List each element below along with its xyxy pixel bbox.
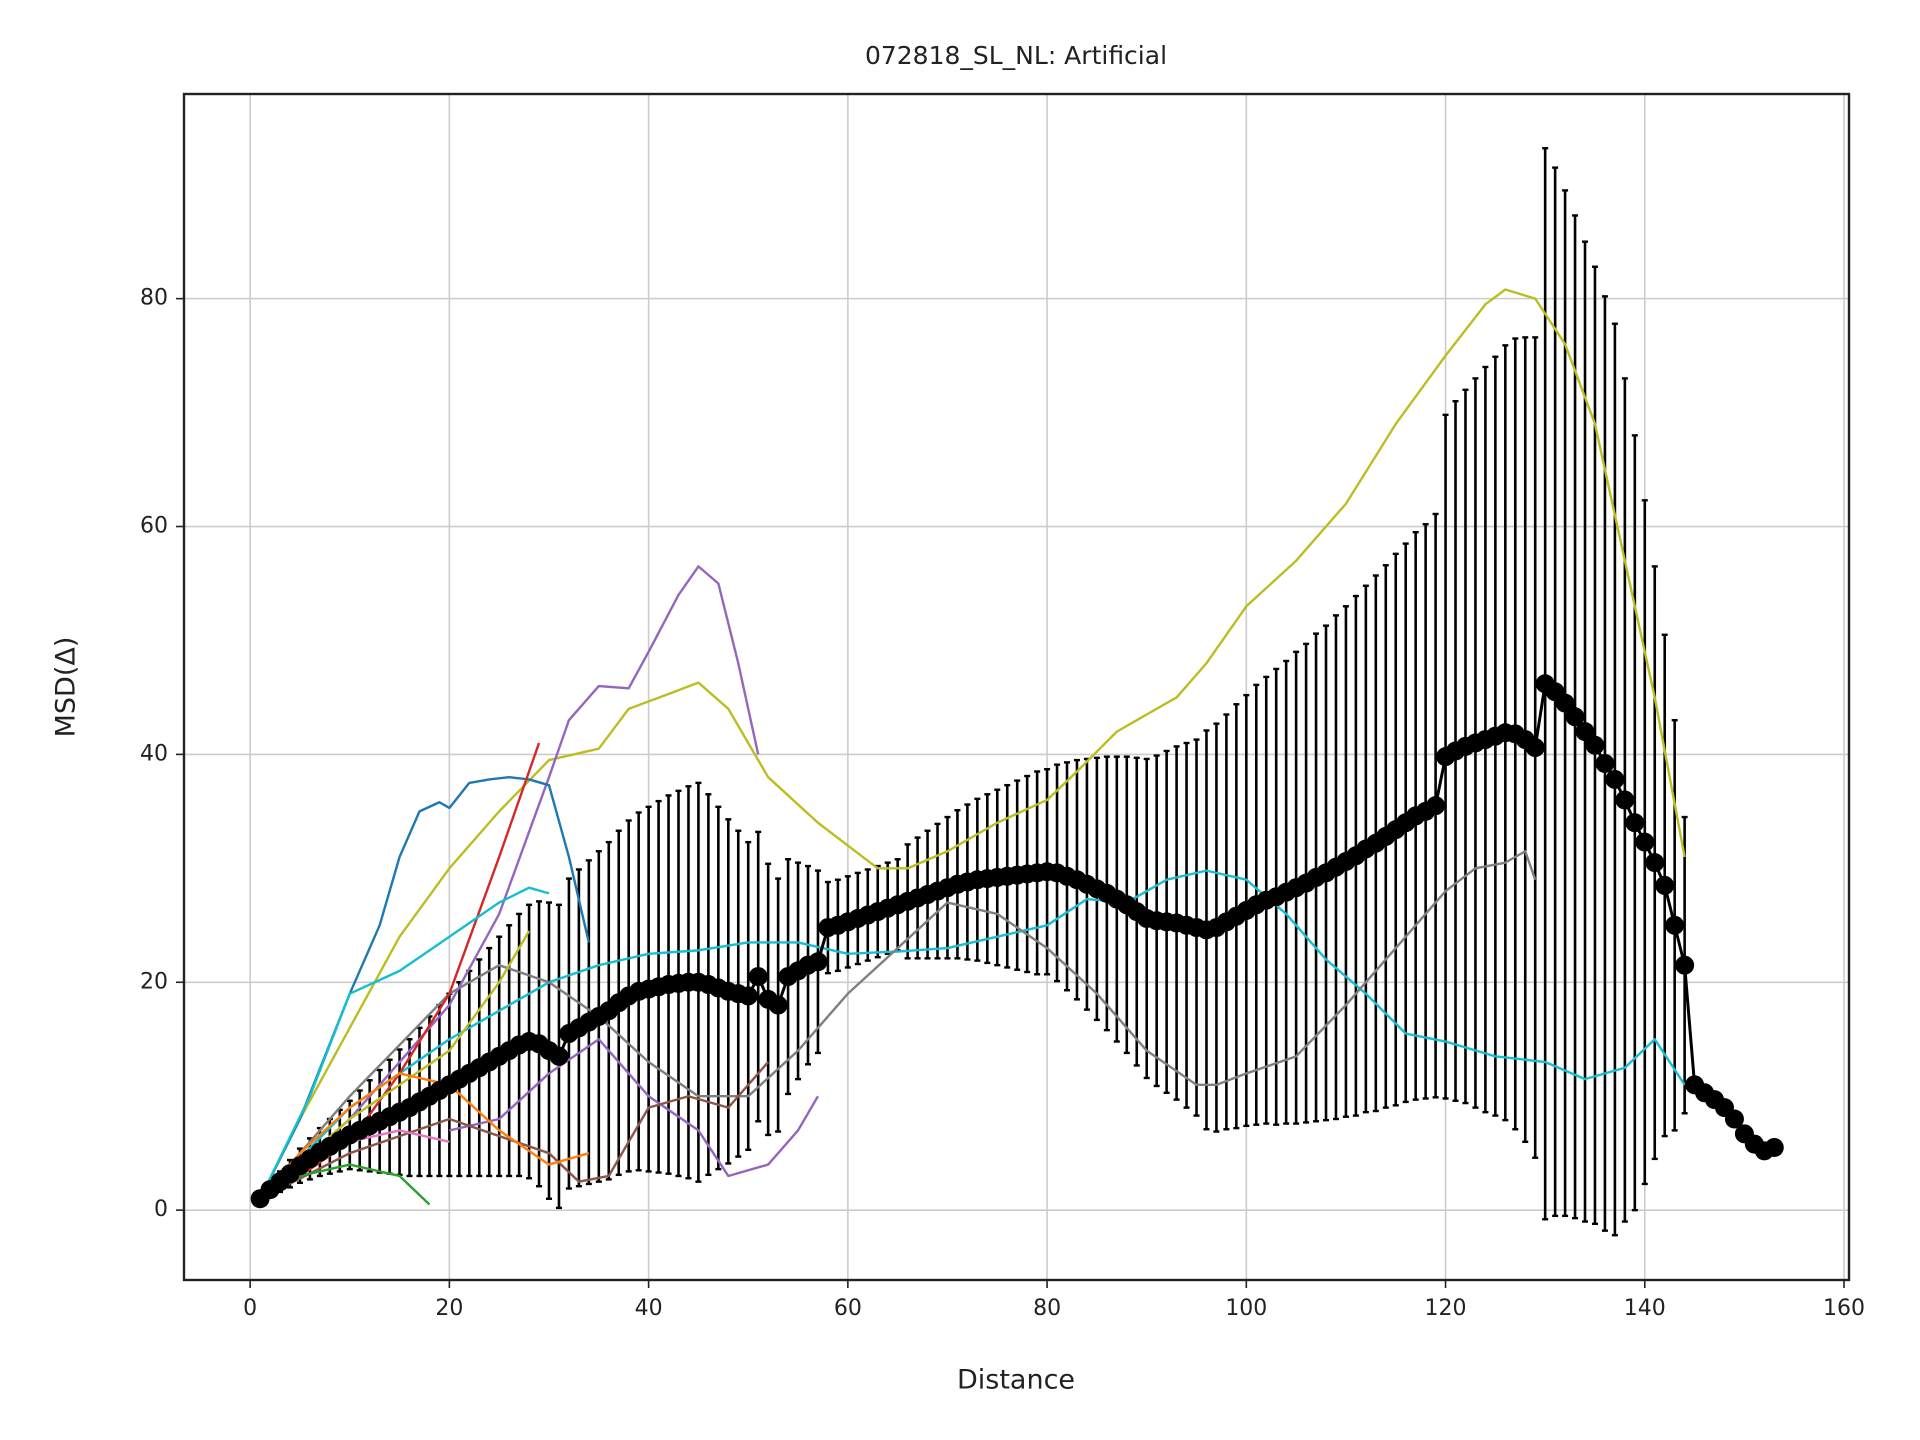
- x-tick-label: 160: [1823, 1296, 1865, 1321]
- y-tick-label: 20: [140, 969, 168, 994]
- mean-marker: [738, 986, 758, 1006]
- trace-line: [259, 288, 1686, 1200]
- mean-marker: [1635, 832, 1655, 852]
- trace-line: [259, 1061, 770, 1200]
- mean-marker: [549, 1046, 569, 1066]
- mean-marker: [1605, 769, 1625, 789]
- mean-marker: [1555, 693, 1575, 713]
- mean-marker: [1595, 754, 1615, 774]
- mean-marker: [1575, 722, 1595, 742]
- mean-marker: [1724, 1109, 1744, 1129]
- mean-marker: [808, 952, 828, 972]
- ticks: 0 20 40 60 80 100 120 140 160 0 20 40 60 80: [140, 286, 1865, 1321]
- y-tick-label: 40: [140, 741, 168, 766]
- y-axis-label: MSD(Δ): [51, 637, 82, 738]
- mean-marker: [1525, 738, 1545, 758]
- x-tick-label: 40: [635, 1296, 663, 1321]
- mean-marker: [1655, 875, 1675, 895]
- trace-line: [259, 1072, 590, 1200]
- plot-area: [250, 147, 1784, 1237]
- mean-marker: [748, 967, 768, 987]
- y-tick-label: 80: [140, 286, 168, 311]
- mean-marker: [1665, 915, 1685, 935]
- y-tick-label: 0: [154, 1197, 168, 1222]
- trace-line: [259, 565, 760, 1200]
- mean-marker: [1675, 955, 1695, 975]
- x-tick-label: 20: [435, 1296, 463, 1321]
- x-tick-label: 140: [1624, 1296, 1666, 1321]
- trace-line: [259, 886, 550, 1200]
- y-tick-label: 60: [140, 514, 168, 539]
- trace-line: [259, 775, 591, 1200]
- mean-marker: [1585, 735, 1605, 755]
- mean-marker: [1426, 796, 1446, 816]
- x-tick-label: 60: [834, 1296, 862, 1321]
- x-axis-label: Distance: [957, 1365, 1075, 1396]
- chart-title: 072818_SL_NL: Artificial: [865, 41, 1167, 70]
- trace-line: [259, 850, 1537, 1200]
- mean-marker: [768, 995, 788, 1015]
- x-tick-label: 80: [1033, 1296, 1061, 1321]
- mean-marker: [1565, 707, 1585, 727]
- mean-marker: [1625, 813, 1645, 833]
- x-tick-label: 0: [243, 1296, 257, 1321]
- x-tick-label: 100: [1225, 1296, 1267, 1321]
- plot-frame: [182, 92, 1851, 1282]
- trace-line: [449, 1038, 819, 1178]
- mean-marker: [1615, 790, 1635, 810]
- mean-marker: [1645, 853, 1665, 873]
- x-tick-label: 120: [1425, 1296, 1467, 1321]
- mean-marker: [1764, 1137, 1784, 1157]
